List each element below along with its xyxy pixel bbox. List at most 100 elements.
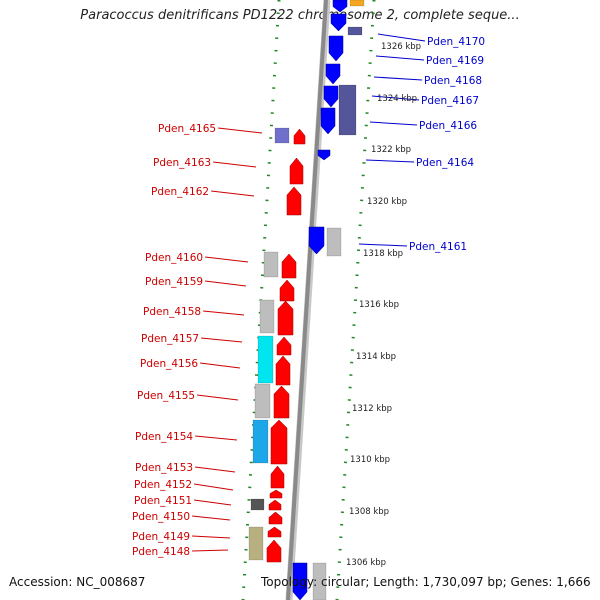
gray-feature xyxy=(312,562,327,600)
left-gene-label: Pden_4165 xyxy=(158,123,216,135)
orange-feature xyxy=(349,0,365,7)
forward-gene-arrow xyxy=(267,526,282,538)
left-gene-label: Pden_4152 xyxy=(134,479,192,491)
scale-tick-label: 1310 kbp xyxy=(350,455,390,465)
forward-gene-arrow xyxy=(277,300,294,336)
forward-gene-arrow xyxy=(279,279,295,302)
scale-tick-label: 1308 kbp xyxy=(349,507,389,517)
left-gene-label: Pden_4155 xyxy=(137,390,195,402)
left-gene-label: Pden_4153 xyxy=(135,462,193,474)
scale-tick-label: 1326 kbp xyxy=(381,42,421,52)
purple-feature xyxy=(274,127,290,144)
skyblue-feature xyxy=(252,419,269,464)
left-gene-label: Pden_4156 xyxy=(140,358,198,370)
scale-tick-label: 1318 kbp xyxy=(363,249,403,259)
backbone-line xyxy=(286,0,328,600)
right-gene-label: Pden_4169 xyxy=(426,55,484,67)
leader-line xyxy=(218,127,263,134)
scale-tick-label: 1314 kbp xyxy=(356,352,396,362)
reverse-gene-arrow xyxy=(320,107,336,135)
leader-line xyxy=(377,33,426,42)
right-gene-label: Pden_4166 xyxy=(419,120,477,132)
leader-line xyxy=(201,337,243,343)
forward-gene-arrow xyxy=(275,355,291,386)
reverse-gene-arrow xyxy=(330,13,347,32)
forward-gene-arrow xyxy=(281,253,297,279)
leader-line xyxy=(365,159,415,163)
left-gene-label: Pden_4160 xyxy=(145,252,203,264)
tan-feature xyxy=(248,526,264,561)
dark-feature xyxy=(250,498,265,511)
gray-feature xyxy=(259,299,275,334)
right-gene-label: Pden_4161 xyxy=(409,241,467,253)
leader-line xyxy=(200,362,241,369)
forward-gene-arrow xyxy=(286,186,302,216)
cyan-feature xyxy=(257,335,274,384)
forward-gene-arrow xyxy=(273,385,290,419)
left-gene-label: Pden_4150 xyxy=(132,511,190,523)
right-gene-label: Pden_4167 xyxy=(421,95,479,107)
leader-line xyxy=(195,466,236,473)
leader-line xyxy=(358,243,408,247)
forward-gene-arrow xyxy=(269,489,283,499)
leader-line xyxy=(375,55,425,61)
map-title: Paracoccus denitrificans PD1222 chromoso… xyxy=(80,8,520,23)
forward-gene-arrow xyxy=(270,465,285,489)
leader-line xyxy=(197,394,239,401)
reverse-gene-arrow xyxy=(317,149,331,161)
leader-line xyxy=(192,549,229,552)
leader-line xyxy=(213,161,257,168)
left-gene-label: Pden_4157 xyxy=(141,333,199,345)
leader-line xyxy=(194,483,234,491)
leader-line xyxy=(373,76,423,81)
forward-gene-arrow xyxy=(266,539,282,563)
scale-tick-label: 1316 kbp xyxy=(359,300,399,310)
reverse-gene-arrow xyxy=(325,63,341,85)
left-gene-label: Pden_4163 xyxy=(153,157,211,169)
left-gene-label: Pden_4151 xyxy=(134,495,192,507)
forward-gene-arrow xyxy=(289,157,304,185)
leader-line xyxy=(194,499,232,506)
forward-gene-arrow xyxy=(270,419,288,465)
leader-line xyxy=(192,535,231,539)
scale-tick-label: 1320 kbp xyxy=(367,197,407,207)
leader-line xyxy=(369,121,418,126)
leader-line xyxy=(211,190,255,197)
left-gene-label: Pden_4159 xyxy=(145,276,203,288)
right-gene-label: Pden_4168 xyxy=(424,75,482,87)
left-gene-label: Pden_4154 xyxy=(135,431,193,443)
forward-gene-arrow xyxy=(268,511,283,525)
purple-feature xyxy=(347,26,363,36)
left-gene-label: Pden_4158 xyxy=(143,306,201,318)
gray-feature xyxy=(326,227,342,257)
forward-gene-arrow xyxy=(268,499,282,511)
forward-gene-arrow xyxy=(276,336,292,356)
leader-line xyxy=(371,95,420,101)
reverse-gene-arrow xyxy=(328,35,344,62)
accession-text: Accession: NC_008687 xyxy=(9,575,146,589)
leader-line xyxy=(192,515,231,521)
scale-tick-label: 1322 kbp xyxy=(371,145,411,155)
topology-text: Topology: circular; Length: 1,730,097 bp… xyxy=(261,575,591,589)
right-gene-label: Pden_4170 xyxy=(427,36,485,48)
reverse-gene-arrow xyxy=(323,85,339,108)
purple-feature xyxy=(338,84,357,136)
leader-line xyxy=(205,280,247,287)
leader-line xyxy=(195,435,238,441)
reverse-gene-arrow xyxy=(308,226,325,255)
forward-gene-arrow xyxy=(293,128,306,145)
gray-feature xyxy=(254,383,271,419)
right-gene-label: Pden_4164 xyxy=(416,157,474,169)
left-gene-label: Pden_4149 xyxy=(132,531,190,543)
leader-line xyxy=(205,256,249,263)
reverse-gene-arrow xyxy=(332,0,348,13)
scale-tick-label: 1306 kbp xyxy=(346,558,386,568)
left-gene-label: Pden_4148 xyxy=(132,546,190,558)
scale-tick-label: 1312 kbp xyxy=(352,404,392,414)
gray-feature xyxy=(263,251,279,278)
right-guide-line xyxy=(335,0,376,600)
leader-line xyxy=(203,310,245,316)
reverse-gene-arrow xyxy=(292,562,308,600)
left-gene-label: Pden_4162 xyxy=(151,186,209,198)
